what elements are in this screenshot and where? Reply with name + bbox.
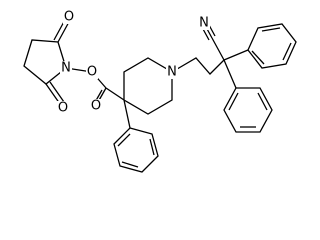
succinimide-ring <box>23 39 67 85</box>
ester-bond <box>105 87 125 101</box>
structure-diagram: O N O O O N N <box>23 10 297 173</box>
carbonyl-bond <box>45 83 61 105</box>
atom-label: N <box>167 65 177 80</box>
atom-label: N <box>199 16 209 31</box>
phenyl-ring <box>113 127 159 173</box>
bonds <box>23 17 297 173</box>
aromatic-bond <box>149 138 155 156</box>
atom-label: O <box>87 65 97 80</box>
aromatic-bond <box>251 50 265 65</box>
phenyl-ring <box>223 87 273 133</box>
aromatic-bond <box>121 161 139 168</box>
aromatic-bond <box>257 92 268 111</box>
piperidine-ring <box>123 57 173 115</box>
carbonyl-bond <box>49 81 65 103</box>
aromatic-bond <box>117 133 131 147</box>
atom-label: O <box>91 99 101 114</box>
nitrile-bond <box>211 37 225 61</box>
bond <box>223 49 249 61</box>
phenyl-ring <box>247 23 297 69</box>
atom-label: O <box>64 10 74 25</box>
aromatic-bond <box>282 42 292 61</box>
atom-label: O <box>58 101 68 116</box>
bond <box>123 99 131 129</box>
atom-labels: O N O O O N N <box>57 10 210 116</box>
nitrile-bond <box>202 28 210 41</box>
aromatic-bond <box>228 92 239 111</box>
aromatic-bond <box>261 27 281 32</box>
chain <box>171 57 225 75</box>
atom-label: N <box>61 61 71 76</box>
bond <box>223 59 237 89</box>
